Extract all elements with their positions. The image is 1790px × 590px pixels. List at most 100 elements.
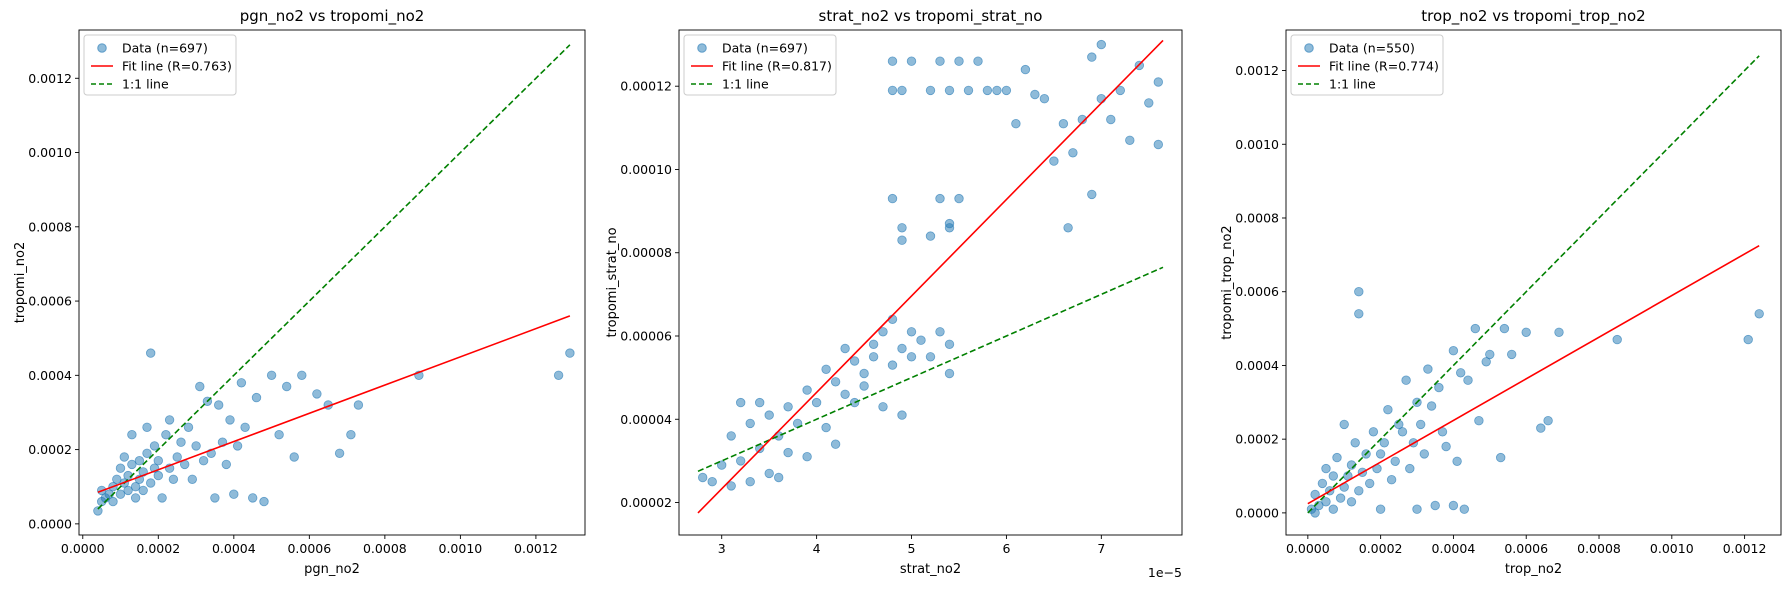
x-tick-label: 0.0010 (1650, 541, 1694, 556)
data-point (1754, 309, 1764, 319)
legend-box (1290, 34, 1444, 96)
chart-title: strat_no2 vs tropomi_strat_no (819, 7, 1043, 26)
data-point (127, 459, 137, 470)
data-point (878, 327, 888, 337)
data-point (1415, 419, 1426, 430)
data-point (811, 397, 822, 408)
data-point (1386, 475, 1397, 485)
y-tick-label: 0.0008 (28, 219, 72, 234)
data-point (195, 381, 205, 392)
legend-marker-data (697, 43, 707, 53)
data-point (1390, 456, 1400, 467)
data-point (944, 85, 955, 96)
data-point (1426, 401, 1437, 411)
y-tick-label: 0.0000 (1235, 505, 1279, 520)
x-tick-label: 0.0010 (439, 541, 483, 556)
data-point (840, 343, 850, 354)
data-point (1554, 327, 1564, 338)
data-point (1397, 427, 1408, 437)
data-point (1030, 89, 1040, 100)
axes-frame (1285, 29, 1782, 536)
x-tick-label: 0.0008 (363, 541, 407, 556)
x-tick-label: 0.0012 (1723, 541, 1767, 556)
y-tick-label: 0.0010 (28, 145, 72, 160)
data-point (1379, 438, 1390, 448)
data-point (312, 389, 322, 399)
data-point (274, 430, 284, 440)
data-point (783, 447, 793, 458)
data-point (1096, 39, 1107, 50)
data-point (1354, 309, 1364, 319)
data-point (859, 368, 869, 379)
data-point (130, 493, 141, 503)
data-point (176, 437, 186, 447)
data-point (130, 482, 141, 492)
one-to-one-line (1307, 55, 1760, 514)
data-point (802, 385, 812, 395)
data-point (266, 370, 277, 381)
chart-title: trop_no2 vs tropomi_trop_no2 (1421, 7, 1645, 26)
data-point (887, 56, 898, 66)
data-point (1106, 114, 1116, 125)
data-point (1495, 452, 1506, 463)
x-tick-label: 7 (1097, 541, 1105, 556)
plot-area (93, 44, 575, 516)
data-point (1328, 504, 1339, 514)
data-point (1096, 93, 1107, 104)
data-point (840, 389, 850, 400)
data-point (247, 493, 258, 503)
one-to-one-line (97, 44, 571, 510)
data-point (878, 402, 888, 412)
one-to-one-line (697, 266, 1164, 473)
data-point (717, 460, 727, 470)
chart-panel-2: strat_no2 vs tropomi_strat_no 3 4 5 6 7 0.0000… (605, 7, 1183, 580)
y-tick-label: 0.0006 (28, 294, 72, 309)
data-point (963, 85, 974, 96)
data-point (229, 489, 239, 499)
data-point (1506, 349, 1517, 360)
y-axis-label: tropomi_trop_no2 (1220, 225, 1235, 339)
data-point (1039, 93, 1050, 104)
data-point (1368, 427, 1379, 437)
data-point (906, 56, 917, 66)
data-point (859, 381, 869, 391)
data-point (897, 235, 907, 245)
data-point (1401, 375, 1411, 385)
data-point (1405, 463, 1415, 474)
data-point (1452, 456, 1462, 467)
data-point (225, 415, 235, 425)
y-axis-label: tropomi_no2 (13, 242, 28, 324)
data-point (1001, 85, 1012, 96)
data-point (1321, 497, 1331, 507)
data-point (1115, 85, 1126, 96)
y-tick-label: 0.00012 (620, 79, 672, 94)
data-point (783, 402, 793, 412)
data-point (1077, 114, 1088, 125)
data-point (1087, 189, 1097, 200)
x-tick-label: 0.0002 (136, 541, 180, 556)
data-point (297, 370, 307, 381)
data-point (145, 478, 156, 488)
y-tick-label: 0.0002 (1235, 432, 1279, 447)
data-point (198, 456, 209, 466)
data-point (1459, 504, 1470, 514)
data-point (240, 422, 250, 433)
data-point (925, 231, 936, 241)
data-point (153, 470, 164, 481)
data-point (802, 452, 812, 462)
data-point (916, 335, 926, 345)
data-point (736, 456, 746, 466)
legend-label-data: Data (n=697) (722, 41, 808, 56)
data-point (1346, 497, 1357, 507)
data-point (142, 422, 152, 433)
data-point (935, 56, 945, 66)
data-point (830, 377, 841, 387)
data-point (221, 459, 232, 470)
legend: Data (n=697) Fit line (R=0.817) 1:1 line (683, 34, 837, 96)
data-point (925, 85, 936, 96)
data-point (1335, 493, 1346, 503)
data-point (764, 468, 774, 479)
data-point (1049, 156, 1059, 166)
data-point (1063, 223, 1073, 233)
legend-box (683, 34, 837, 96)
